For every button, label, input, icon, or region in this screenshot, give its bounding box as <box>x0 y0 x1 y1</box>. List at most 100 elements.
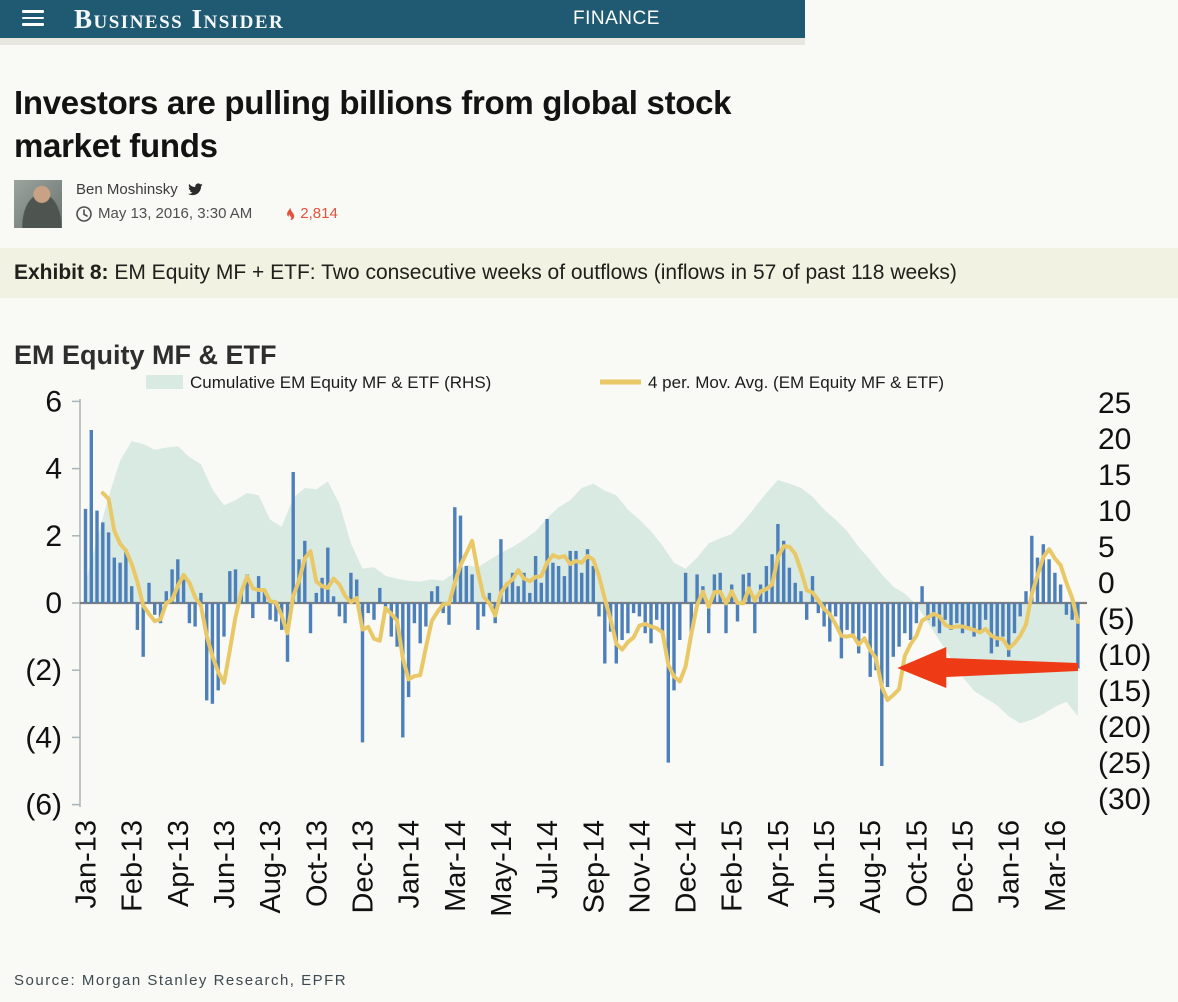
chart-title: EM Equity MF & ETF <box>14 340 277 370</box>
weekly-flow-bar <box>943 603 947 620</box>
weekly-flow-bar <box>528 592 532 603</box>
x-axis-label: Apr-15 <box>763 820 795 907</box>
author-photo[interactable] <box>14 180 62 228</box>
x-axis-label: Jun-15 <box>809 820 841 909</box>
weekly-flow-bar <box>660 603 665 634</box>
weekly-flow-bar <box>603 603 607 664</box>
weekly-flow-bar <box>585 549 590 603</box>
weekly-flow-bar <box>510 572 515 603</box>
weekly-flow-bar <box>753 603 757 634</box>
weekly-flow-bar <box>1024 591 1028 603</box>
nav-section-finance[interactable]: FINANCE <box>573 8 660 29</box>
weekly-flow-bar <box>741 574 745 603</box>
business-insider-logo[interactable]: Business Insider <box>74 4 285 34</box>
publish-date: May 13, 2016, 3:30 AM <box>98 205 253 222</box>
weekly-flow-bar <box>435 586 440 603</box>
weekly-flow-bar <box>631 603 636 614</box>
weekly-flow-bar <box>591 566 595 603</box>
weekly-flow-bar <box>637 603 642 617</box>
weekly-flow-bar <box>724 603 728 634</box>
weekly-flow-bar <box>453 507 457 603</box>
weekly-flow-bar <box>972 603 976 637</box>
left-axis-tick-label: (2) <box>25 654 62 687</box>
twitter-icon[interactable] <box>187 183 203 196</box>
x-axis-label: Dec-15 <box>948 820 980 914</box>
weekly-flow-bar <box>268 603 272 620</box>
weekly-flow-bar <box>695 574 699 603</box>
weekly-flow-bar <box>355 579 359 603</box>
chart-svg: EM Equity MF & ETF Cumulative EM Equity M… <box>14 340 1151 917</box>
weekly-flow-bar <box>158 603 163 624</box>
weekly-flow-bar <box>614 603 618 664</box>
weekly-flow-bar <box>926 603 930 620</box>
weekly-flow-bar <box>245 574 249 603</box>
weekly-flow-bar <box>401 603 405 738</box>
weekly-flow-bar <box>908 603 913 640</box>
right-axis-tick-label: (30) <box>1098 783 1151 816</box>
right-axis-tick-label: 10 <box>1098 495 1131 528</box>
weekly-flow-bar <box>1041 544 1045 603</box>
right-axis-tick-label: (20) <box>1098 711 1151 744</box>
weekly-flow-bar <box>326 547 330 603</box>
weekly-flow-bar <box>799 591 803 603</box>
weekly-flow-bar <box>499 539 503 603</box>
weekly-flow-bar <box>989 603 994 654</box>
weekly-flow-bar <box>441 603 445 614</box>
weekly-flow-bar <box>314 592 318 603</box>
weekly-flow-bar <box>181 579 186 603</box>
weekly-flow-bar <box>1012 603 1017 634</box>
weekly-flow-bar <box>141 603 145 657</box>
weekly-flow-bar <box>112 557 116 603</box>
weekly-flow-bar <box>447 603 451 625</box>
legend-area-label: Cumulative EM Equity MF & ETF (RHS) <box>190 373 491 392</box>
weekly-flow-bar <box>216 603 220 691</box>
weekly-flow-bar <box>308 603 313 634</box>
x-axis-label: Feb-13 <box>117 820 149 912</box>
left-axis-tick-label: 2 <box>45 520 62 553</box>
weekly-flow-bar <box>95 510 99 603</box>
x-axis-label: Jan-16 <box>994 820 1026 909</box>
weekly-flow-bar <box>101 522 105 603</box>
x-axis-label: Feb-15 <box>717 820 749 912</box>
weekly-flow-bar <box>176 559 180 603</box>
weekly-flow-bar <box>187 603 192 624</box>
weekly-flow-bar <box>366 603 370 614</box>
weekly-flow-bar <box>960 603 965 634</box>
weekly-flow-bar <box>1053 572 1057 603</box>
weekly-flow-bar <box>1076 603 1080 669</box>
weekly-flow-bar <box>522 572 526 603</box>
x-axis-label: Jul-14 <box>532 820 564 899</box>
weekly-flow-bar <box>337 603 342 617</box>
weekly-flow-bar <box>568 550 572 603</box>
weekly-flow-bar <box>481 603 486 617</box>
weekly-flow-bar <box>320 577 324 603</box>
weekly-flow-bar <box>562 576 567 603</box>
flame-icon <box>287 205 295 220</box>
weekly-flow-bar <box>966 603 970 627</box>
weekly-flow-bar <box>718 572 722 603</box>
weekly-flow-bar <box>412 603 417 624</box>
hamburger-menu-icon[interactable] <box>22 10 44 28</box>
author-name[interactable]: Ben Moshinsky <box>76 181 178 198</box>
exhibit-label: Exhibit 8: <box>14 261 109 284</box>
right-axis-tick-label: 0 <box>1098 567 1115 600</box>
weekly-flow-bar <box>1070 603 1074 620</box>
chart-source: Source: Morgan Stanley Research, EPFR <box>14 972 348 989</box>
x-axis-label: Mar-16 <box>1040 820 1072 912</box>
weekly-flow-bar <box>689 603 693 634</box>
weekly-flow-bar <box>810 576 815 603</box>
weekly-flow-bar <box>816 603 820 614</box>
weekly-flow-bar <box>891 603 895 657</box>
weekly-flow-bar <box>655 603 659 620</box>
right-axis-tick-label: (15) <box>1098 675 1151 708</box>
weekly-flow-bar <box>331 596 336 603</box>
weekly-flow-bar <box>89 430 93 603</box>
weekly-flow-bar <box>678 603 682 640</box>
x-axis-label: May-14 <box>486 820 518 917</box>
weekly-flow-bar <box>274 603 278 622</box>
engagement-count[interactable]: 2,814 <box>300 205 338 222</box>
clock-icon <box>76 205 92 222</box>
weekly-flow-bar <box>580 572 584 603</box>
left-axis-tick-label: 4 <box>45 453 62 486</box>
article-headline: Investors are pulling billions from glob… <box>14 84 732 164</box>
